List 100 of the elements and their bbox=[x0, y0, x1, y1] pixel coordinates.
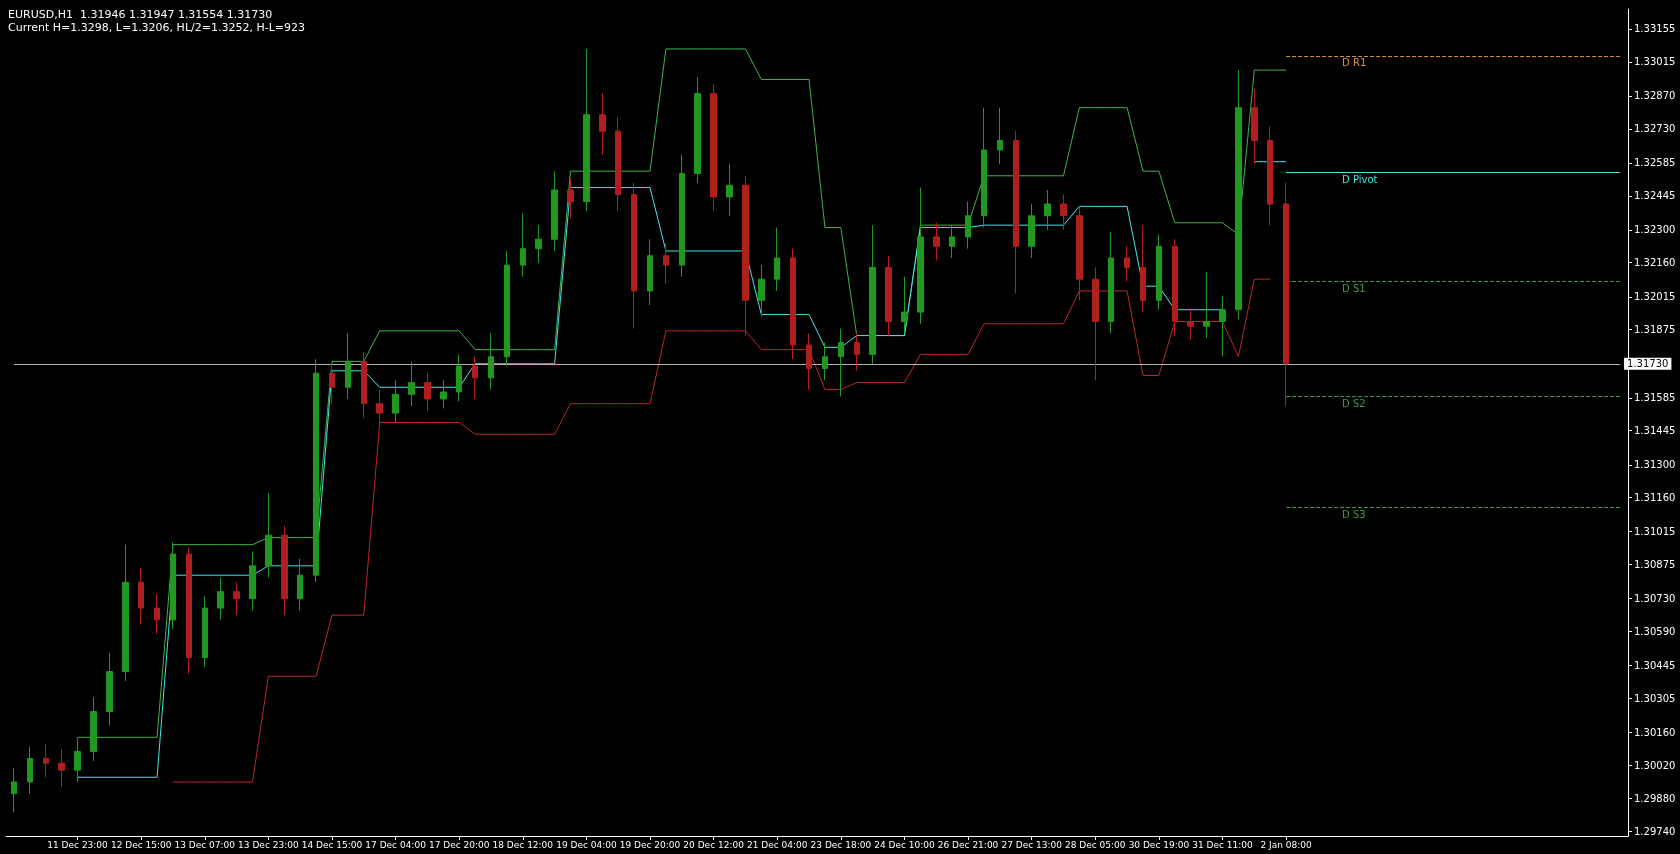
candlestick bbox=[122, 544, 129, 682]
candlestick bbox=[1219, 295, 1226, 358]
candlestick bbox=[217, 577, 224, 621]
y-tick-label: 1.30875 bbox=[1634, 559, 1676, 571]
candlestick bbox=[58, 748, 65, 788]
candlestick bbox=[647, 238, 653, 306]
candlestick bbox=[726, 163, 733, 217]
y-tick-label: 1.32585 bbox=[1634, 157, 1676, 169]
candlestick bbox=[154, 593, 160, 635]
candlestick bbox=[11, 767, 17, 814]
candlestick bbox=[1124, 245, 1130, 283]
x-tick-label: 17 Dec 04:00 bbox=[365, 839, 427, 850]
candlestick bbox=[933, 222, 940, 261]
candlestick bbox=[631, 182, 637, 330]
y-tick-label: 1.32300 bbox=[1634, 224, 1676, 236]
x-tick-label: 14 Dec 15:00 bbox=[301, 839, 363, 850]
candlestick bbox=[408, 360, 415, 407]
candlestick bbox=[392, 379, 399, 423]
candlestick bbox=[138, 567, 144, 626]
x-tick-label: 27 Dec 13:00 bbox=[1001, 839, 1063, 850]
ref-line-label: D S3 bbox=[1342, 508, 1366, 520]
x-tick-label: 12 Dec 15:00 bbox=[110, 839, 172, 850]
candlestick bbox=[1267, 125, 1273, 226]
candlestick bbox=[90, 696, 97, 762]
candlestick bbox=[186, 546, 192, 675]
chart-title: EURUSD,H1 1.31946 1.31947 1.31554 1.31730 bbox=[8, 8, 273, 21]
ref-line-label: D R1 bbox=[1342, 57, 1367, 69]
candlestick bbox=[1187, 309, 1194, 341]
candlestick bbox=[949, 224, 955, 259]
candlestick bbox=[1060, 194, 1067, 231]
y-tick-label: 1.31015 bbox=[1634, 526, 1676, 538]
y-tick-label: 1.32730 bbox=[1634, 123, 1676, 135]
x-tick-label: 2 Jan 08:00 bbox=[1260, 839, 1313, 850]
candlestick bbox=[1283, 182, 1289, 407]
candlestick bbox=[504, 250, 510, 367]
candlestick bbox=[424, 372, 431, 412]
ref-line-label: D Pivot bbox=[1342, 174, 1378, 186]
candlestick bbox=[1235, 69, 1242, 320]
candlestick bbox=[535, 224, 542, 264]
x-tick-label: 11 Dec 23:00 bbox=[47, 839, 109, 850]
candlestick bbox=[202, 595, 208, 668]
y-tick-label: 1.32445 bbox=[1634, 190, 1676, 202]
candlestick bbox=[472, 356, 478, 400]
candlestick bbox=[806, 332, 812, 391]
candlestick bbox=[1028, 203, 1035, 259]
candlestick bbox=[981, 107, 987, 228]
x-tick-label: 17 Dec 20:00 bbox=[428, 839, 490, 850]
candlestick bbox=[329, 360, 335, 405]
candlestick bbox=[885, 255, 892, 337]
candlestick bbox=[583, 48, 590, 212]
candlestick bbox=[1044, 189, 1051, 231]
candlestick bbox=[965, 201, 971, 250]
candlestick bbox=[599, 93, 606, 156]
candlestick bbox=[1140, 224, 1146, 313]
candlestick bbox=[1108, 231, 1114, 334]
candlestick bbox=[694, 76, 701, 184]
candlestick bbox=[901, 276, 908, 334]
candlestick bbox=[233, 581, 240, 616]
candlestick bbox=[74, 736, 81, 783]
candlestick bbox=[567, 177, 574, 219]
candlestick bbox=[822, 342, 828, 381]
x-tick-label: 23 Dec 18:00 bbox=[810, 839, 872, 850]
candlestick bbox=[297, 558, 303, 611]
y-tick-label: 1.30305 bbox=[1634, 693, 1676, 705]
x-tick-label: 24 Dec 10:00 bbox=[874, 839, 935, 850]
candlestick bbox=[917, 187, 924, 325]
candlestick bbox=[456, 353, 462, 402]
candlestick bbox=[361, 351, 367, 419]
y-tick-label: 1.32160 bbox=[1634, 257, 1676, 269]
y-tick-label: 1.30590 bbox=[1634, 626, 1676, 638]
candlestick bbox=[281, 525, 288, 616]
candlestick bbox=[313, 358, 319, 583]
candlestick bbox=[615, 116, 621, 212]
candlestick bbox=[679, 154, 685, 278]
candlestick bbox=[265, 492, 272, 579]
candlestick bbox=[43, 743, 49, 778]
candlestick bbox=[520, 212, 526, 278]
y-tick-label: 1.31585 bbox=[1634, 392, 1676, 404]
candlestick bbox=[488, 332, 494, 391]
y-tick-label: 1.31300 bbox=[1634, 459, 1676, 471]
candlestick bbox=[869, 224, 876, 365]
candlestick bbox=[1156, 234, 1162, 311]
x-tick-label: 18 Dec 12:00 bbox=[492, 839, 554, 850]
ref-line-label: D S1 bbox=[1342, 283, 1366, 295]
candlestick bbox=[376, 389, 383, 426]
candlestick bbox=[774, 227, 780, 292]
candlestick bbox=[27, 746, 33, 795]
y-tick-label: 1.30445 bbox=[1634, 660, 1676, 672]
y-tick-label: 1.29880 bbox=[1634, 792, 1676, 804]
y-tick-label: 1.31445 bbox=[1634, 425, 1676, 437]
y-tick-label: 1.33015 bbox=[1634, 56, 1676, 68]
candlestick bbox=[663, 243, 669, 285]
candlestick bbox=[170, 541, 176, 630]
candlestick bbox=[1013, 130, 1019, 294]
y-tick-label: 1.30020 bbox=[1634, 760, 1676, 772]
x-tick-label: 31 Dec 11:00 bbox=[1192, 839, 1254, 850]
candlestick bbox=[249, 551, 256, 611]
x-tick-label: 20 Dec 12:00 bbox=[683, 839, 745, 850]
x-tick-label: 13 Dec 23:00 bbox=[238, 839, 299, 850]
text: Current H=1.3298, L=1.3206, HL/2=1.3252, H-L=923 bbox=[8, 21, 305, 34]
